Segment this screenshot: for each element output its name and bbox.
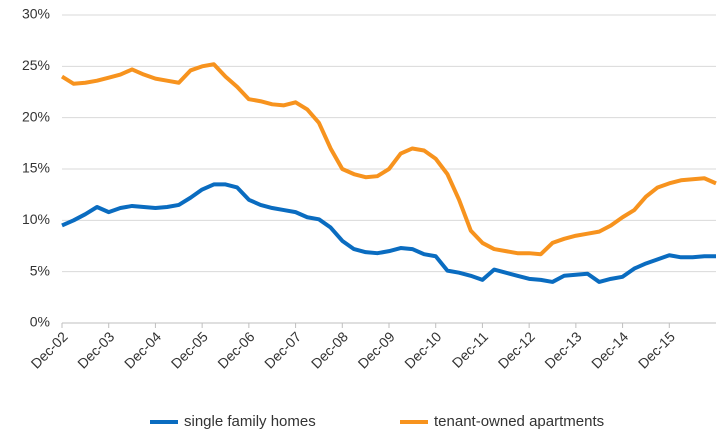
y-tick-label: 20%	[22, 108, 50, 124]
x-tick-label: Dec-07	[261, 328, 304, 371]
y-tick-label: 10%	[22, 211, 50, 227]
y-tick-label: 15%	[22, 160, 50, 176]
x-tick-label: Dec-15	[635, 328, 678, 371]
x-tick-label: Dec-06	[214, 328, 257, 371]
x-tick-label: Dec-10	[401, 328, 444, 371]
y-tick-label: 0%	[30, 314, 50, 330]
line-series	[61, 182, 716, 284]
y-tick-label: 5%	[30, 262, 50, 278]
x-tick-label: Dec-11	[449, 328, 492, 371]
x-tick-label: Dec-14	[588, 328, 631, 371]
x-tick-label: Dec-09	[355, 328, 398, 371]
x-tick-label: Dec-02	[28, 328, 71, 371]
x-tick-label: Dec-03	[74, 328, 117, 371]
x-tick-label: Dec-13	[541, 328, 584, 371]
x-tick-label: Dec-08	[308, 328, 351, 371]
x-tick-label: Dec-04	[121, 328, 164, 371]
y-tick-label: 25%	[22, 57, 50, 73]
y-tick-label: 30%	[22, 6, 50, 22]
legend-label: single family homes	[184, 413, 316, 430]
x-tick-label: Dec-12	[495, 328, 538, 371]
x-tick-label: Dec-05	[168, 328, 211, 371]
line-series	[60, 62, 717, 257]
legend-label: tenant-owned apartments	[434, 413, 604, 430]
